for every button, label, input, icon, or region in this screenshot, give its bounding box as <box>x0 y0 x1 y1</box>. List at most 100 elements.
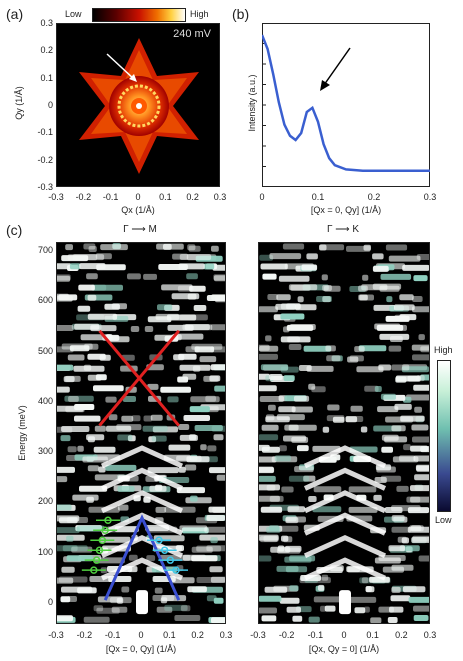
left-streak <box>183 415 210 421</box>
left-chevron <box>100 490 184 514</box>
right-streak <box>391 515 405 522</box>
right-streak <box>374 323 401 330</box>
panel-b-xlabel: [Qx = 0, Qy] (1/Å) <box>310 205 382 215</box>
right-streak <box>324 605 336 612</box>
left-streak <box>87 313 118 320</box>
right-streak <box>303 475 316 482</box>
left-streak <box>99 354 111 361</box>
right-streak <box>380 475 402 482</box>
left-streak <box>161 595 187 602</box>
right-streak <box>391 586 401 593</box>
left-streak <box>91 284 123 291</box>
left-streak <box>57 293 70 300</box>
right-streak <box>325 345 336 352</box>
panel-b-xtick: 0 <box>259 192 265 202</box>
left-streak <box>72 254 105 261</box>
panel-a-xlabel: Qx (1/Å) <box>121 205 155 215</box>
left-streak <box>86 273 98 280</box>
right-streak <box>318 584 325 591</box>
panel-c-colorbar-low: Low <box>435 515 452 525</box>
right-streak <box>354 346 365 353</box>
right-streak <box>394 304 415 311</box>
panel-a-colorbar-low: Low <box>65 9 82 19</box>
right-streak <box>260 263 288 270</box>
right-streak <box>402 586 426 593</box>
left-xtick: 0.1 <box>163 630 176 640</box>
left-streak <box>83 616 110 623</box>
right-heatmap <box>258 242 430 624</box>
left-streak <box>93 446 116 453</box>
panel-c-ytick: 0 <box>47 597 53 607</box>
left-streak <box>207 445 217 452</box>
right-streak <box>358 345 387 352</box>
right-streak <box>262 273 277 280</box>
right-streak <box>384 507 403 513</box>
panel-a-ylabel: Qy (1/Å) <box>14 86 24 120</box>
right-streak <box>412 296 423 302</box>
right-streak <box>414 474 429 481</box>
right-streak <box>276 294 291 301</box>
left-streak <box>151 435 167 442</box>
right-xtick: 0 <box>341 630 347 640</box>
right-streak <box>389 606 404 613</box>
right-streak <box>287 506 306 513</box>
right-streak <box>385 315 410 322</box>
left-streak <box>57 386 70 393</box>
right-streak <box>348 486 377 493</box>
right-streak <box>266 526 281 533</box>
left-streak <box>154 334 175 341</box>
left-streak <box>214 296 225 303</box>
panel-a-ytick: -0.3 <box>37 182 53 192</box>
right-streak <box>374 477 387 483</box>
intensity-curve <box>262 34 430 173</box>
left-streak <box>57 364 74 371</box>
left-streak <box>185 346 200 353</box>
right-streak <box>359 294 368 301</box>
left-streak <box>65 244 73 251</box>
right-streak <box>414 406 422 413</box>
left-streak <box>176 487 205 494</box>
left-streak <box>178 466 186 473</box>
left-streak <box>203 263 215 270</box>
panel-a-ytick: 0.2 <box>40 45 53 56</box>
right-streak <box>259 595 282 602</box>
left-streak <box>57 504 72 511</box>
left-streak <box>194 425 223 431</box>
panel-a-arrow <box>106 53 136 81</box>
panel-a-xtick: -0.2 <box>75 192 92 202</box>
left-streak <box>176 455 202 462</box>
right-zero-peak <box>339 590 351 615</box>
left-streak <box>127 435 136 442</box>
left-streak <box>143 415 153 422</box>
right-streak <box>395 376 407 383</box>
right-streak <box>259 607 277 614</box>
right-streak <box>269 253 302 260</box>
right-streak <box>259 475 276 482</box>
left-streak <box>78 284 95 291</box>
right-streak <box>410 485 429 492</box>
green-point <box>95 546 104 554</box>
left-streak <box>82 456 108 463</box>
right-streak <box>399 455 416 462</box>
left-streak <box>212 507 225 513</box>
left-streak <box>77 445 84 452</box>
right-chevron <box>303 557 387 581</box>
right-chevron <box>303 490 387 514</box>
right-streak <box>280 313 305 320</box>
left-streak <box>122 396 136 402</box>
left-streak <box>61 566 75 573</box>
left-streak <box>57 615 73 622</box>
right-streak <box>402 264 429 271</box>
panel-c-colorbar-high: High <box>434 345 453 355</box>
cyan-point <box>172 566 180 574</box>
left-streak <box>87 465 100 472</box>
right-streak <box>297 296 304 303</box>
panel-a-ytick: -0.2 <box>37 154 53 165</box>
left-streak <box>96 607 120 614</box>
left-streak <box>186 273 198 280</box>
left-streak <box>172 333 204 340</box>
right-streak <box>278 406 296 413</box>
left-streak <box>177 376 189 383</box>
left-streak <box>210 364 225 371</box>
left-streak <box>196 577 225 583</box>
